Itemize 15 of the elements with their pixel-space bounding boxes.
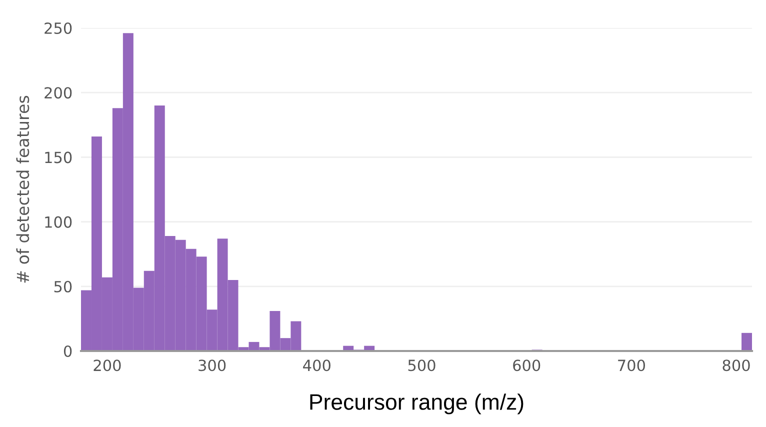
- x-tick-label: 400: [303, 360, 330, 372]
- x-tick-label: 700: [618, 360, 645, 372]
- y-tick-label: 0: [64, 345, 72, 358]
- y-tick-label: 250: [44, 22, 72, 34]
- y-tick-label: 200: [44, 87, 72, 99]
- x-tick-label: 200: [94, 360, 121, 372]
- x-tick-label: 800: [722, 360, 750, 372]
- y-axis-title: # of detected features: [16, 96, 30, 283]
- y-tick-label: 100: [45, 216, 72, 228]
- y-tick-label: 50: [54, 280, 72, 292]
- x-axis-title: Precursor range (m/z): [310, 394, 524, 414]
- x-tick-label: 600: [513, 360, 540, 372]
- x-tick-label: 300: [198, 360, 226, 372]
- y-tick-label: 150: [45, 152, 72, 164]
- x-tick-label: 500: [408, 360, 436, 372]
